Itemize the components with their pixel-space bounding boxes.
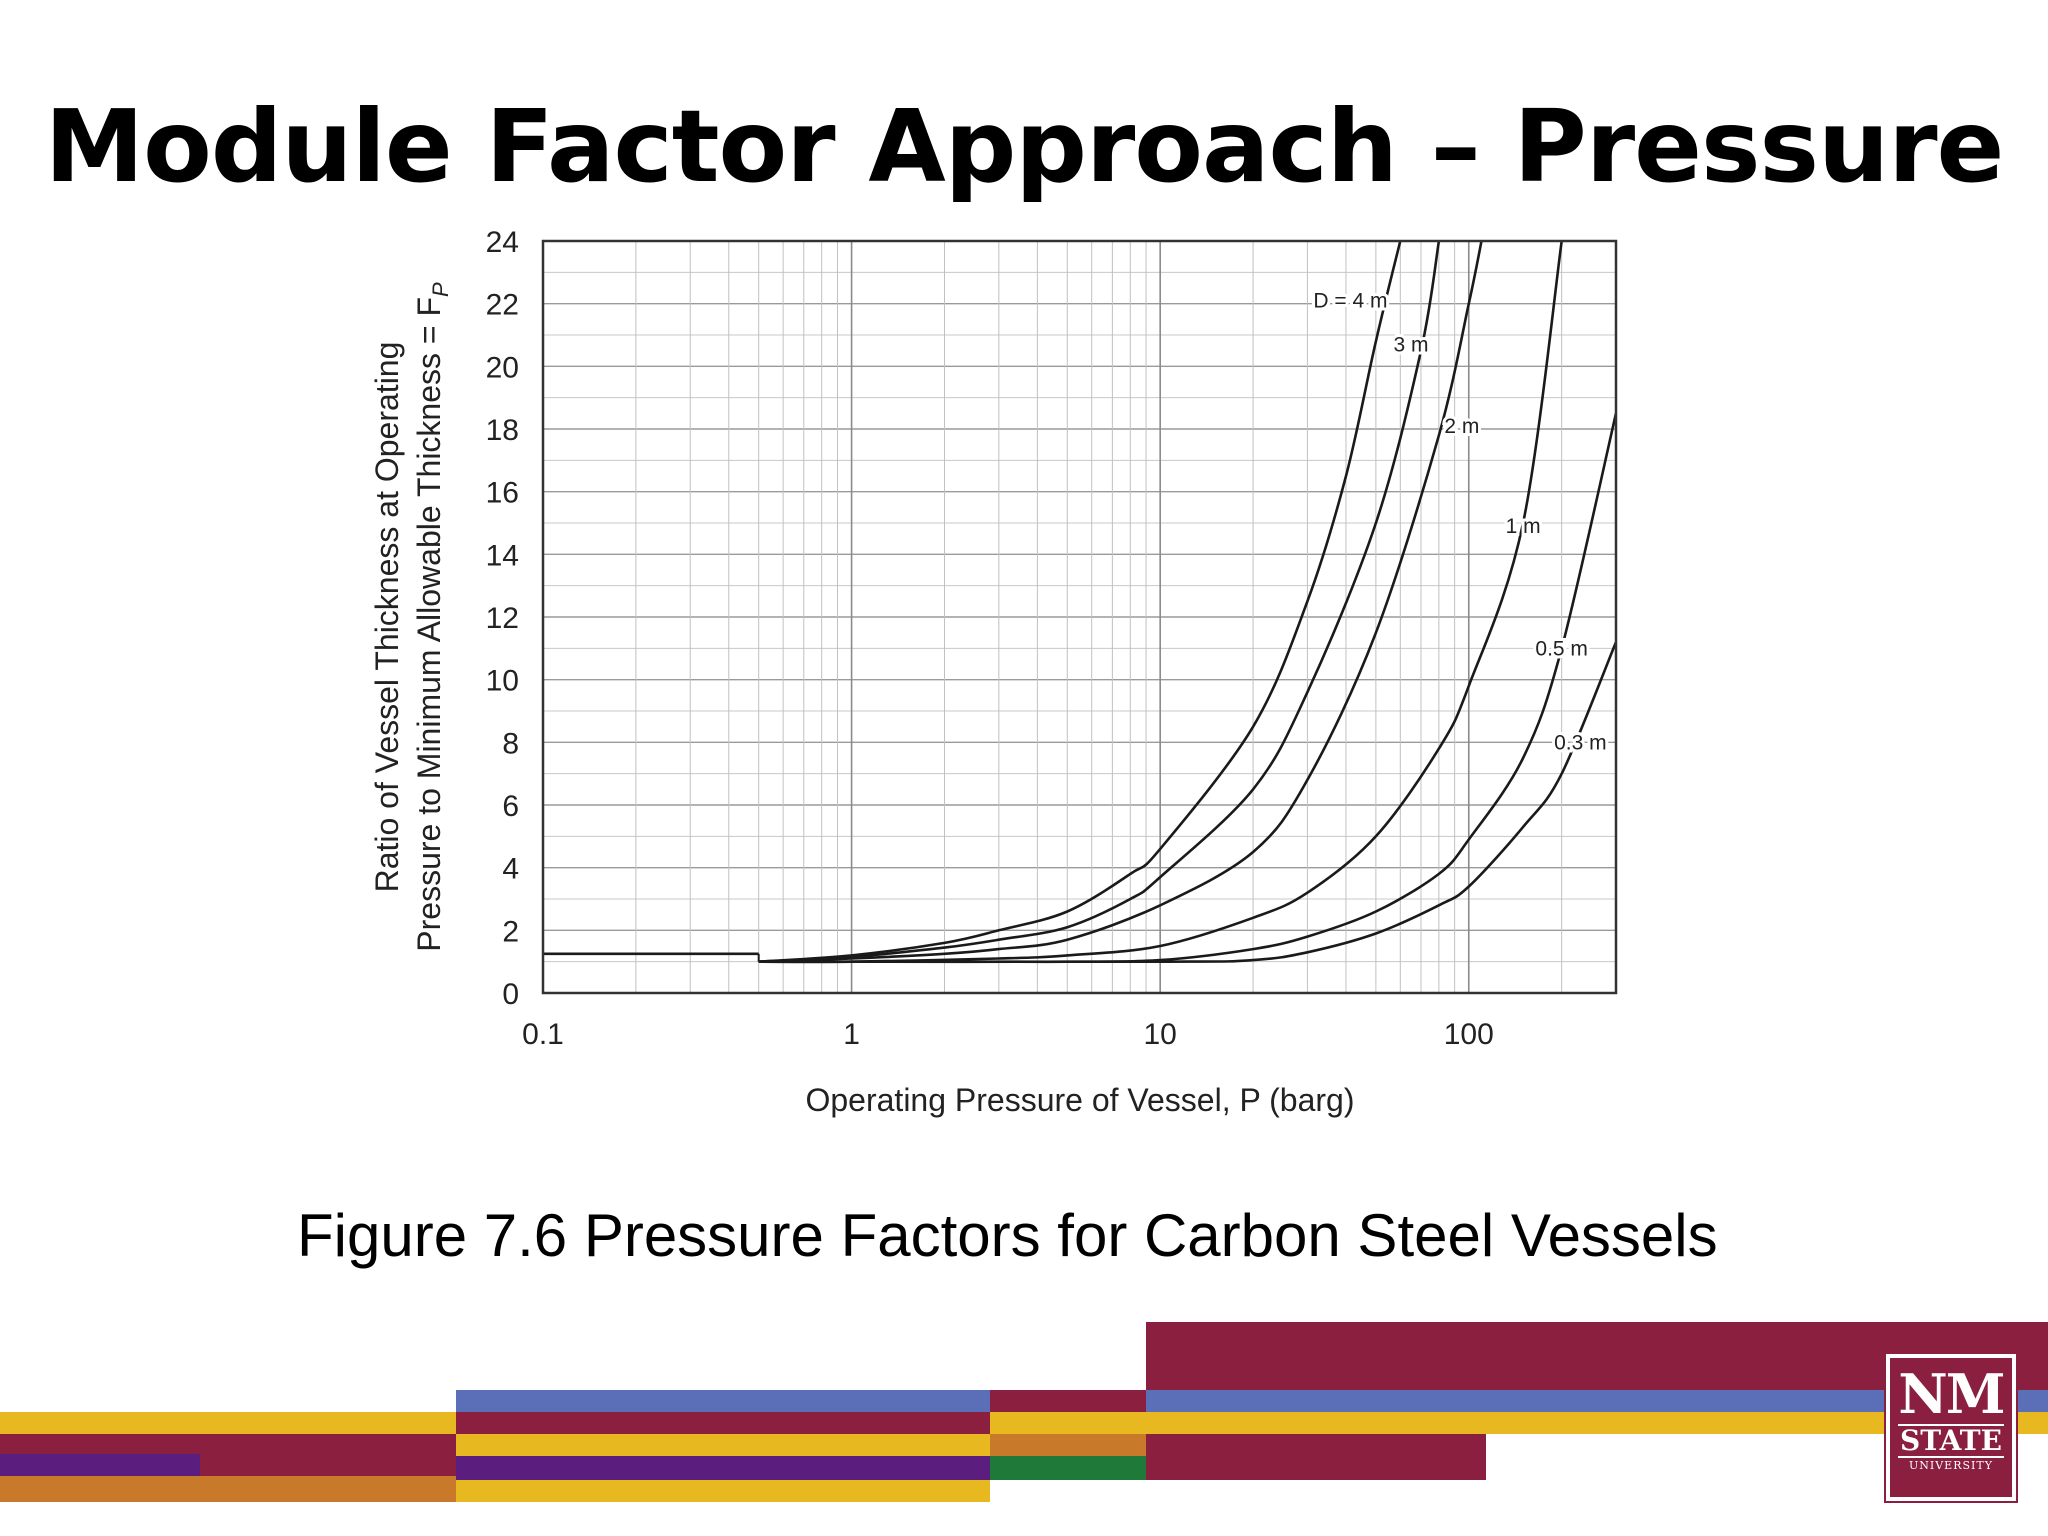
- stripe-gold-mid: [456, 1434, 990, 1456]
- slide-title: Module Factor Approach – Pressure: [44, 88, 2005, 205]
- stripe-gold-mid-2: [456, 1480, 990, 1502]
- figure-caption: Figure 7.6 Pressure Factors for Carbon S…: [297, 1202, 1718, 1269]
- series-line: [758, 241, 1483, 963]
- stripe-gold-center: [990, 1412, 1146, 1434]
- series-line: [758, 241, 1441, 963]
- y-axis-label-subscript: P: [428, 282, 453, 297]
- x-axis-label: Operating Pressure of Vessel, P (barg): [805, 1082, 1354, 1118]
- series-label: 1 m: [1506, 515, 1541, 538]
- y-tick-label: 4: [502, 853, 519, 886]
- stripe-maroon-right-bottom: [1146, 1434, 1486, 1480]
- stripe-maroon-center: [990, 1390, 1146, 1412]
- y-tick-label: 16: [486, 477, 519, 510]
- y-tick-label: 8: [502, 727, 519, 760]
- series-label: D = 4 m: [1313, 290, 1387, 313]
- x-tick-label: 10: [1143, 1018, 1176, 1051]
- series-label: 2 m: [1444, 415, 1479, 438]
- stripe-blue-mid: [456, 1390, 990, 1412]
- series-line: [758, 641, 1616, 964]
- y-tick-label: 24: [486, 226, 519, 259]
- y-tick-label: 20: [486, 351, 519, 384]
- stripe-maroon-left: [0, 1434, 456, 1454]
- stripe-orange-left: [0, 1476, 456, 1502]
- series-line: [758, 241, 1563, 964]
- y-axis-label-line1: Ratio of Vessel Thickness at Operating: [369, 342, 405, 893]
- y-tick-label: 10: [486, 665, 519, 698]
- stripe-gold-left: [0, 1412, 456, 1434]
- series-label: 0.3 m: [1554, 731, 1607, 754]
- x-tick-label: 0.1: [522, 1018, 564, 1051]
- y-tick-label: 18: [486, 414, 519, 447]
- y-tick-label: 0: [502, 978, 519, 1011]
- nmsu-logo: NM STATE UNIVERSITY: [1884, 1352, 2018, 1503]
- y-tick-label: 12: [486, 602, 519, 635]
- series-label: 0.5 m: [1535, 637, 1588, 660]
- stripe-maroon-left-2: [200, 1454, 456, 1476]
- series-line: [758, 241, 1402, 963]
- y-axis-label-line2-text: Pressure to Minimum Allowable Thickness …: [411, 297, 447, 952]
- stripe-maroon-mid: [456, 1412, 990, 1434]
- y-tick-label: 22: [486, 289, 519, 322]
- curve-labels: D = 4 m 3 m 2 m 1 m 0.5 m 0.3 m: [1310, 287, 1609, 758]
- y-tick-label: 2: [502, 915, 519, 948]
- x-tick-label: 100: [1444, 1018, 1494, 1051]
- curves: [543, 241, 1616, 964]
- stripe-purple-left: [0, 1454, 200, 1476]
- y-tick-label: 6: [502, 790, 519, 823]
- plot-frame: [541, 239, 1618, 995]
- series-label: 3 m: [1394, 333, 1429, 356]
- y-axis-label-line2: Pressure to Minimum Allowable Thickness …: [411, 282, 453, 952]
- stripe-green-center: [990, 1456, 1146, 1480]
- stripe-purple-mid: [456, 1456, 990, 1480]
- stripe-orange-center: [990, 1434, 1146, 1456]
- x-tick-label: 1: [843, 1018, 860, 1051]
- y-tick-label: 14: [486, 539, 519, 572]
